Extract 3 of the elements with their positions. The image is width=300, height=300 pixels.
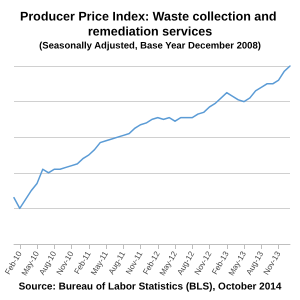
chart-subtitle: (Seasonally Adjusted, Base Year December 2008) bbox=[39, 40, 261, 52]
source-note: Source: Bureau of Labor Statistics (BLS), October 2014 bbox=[18, 282, 282, 292]
chart-title: Producer Price Index: Waste collection and remediation services bbox=[20, 10, 280, 38]
